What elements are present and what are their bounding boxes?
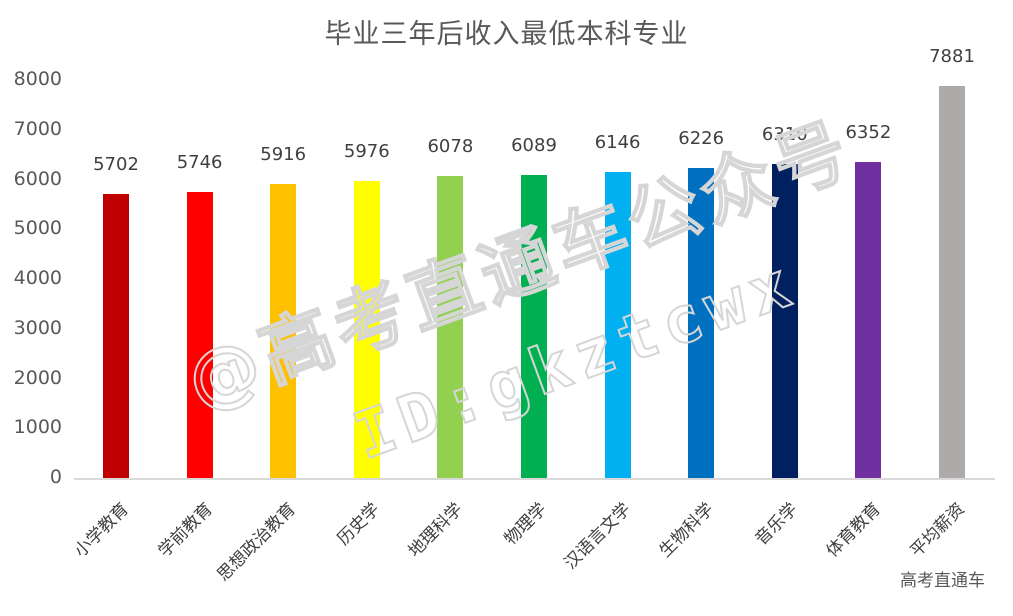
y-tick-label: 2000 [13, 366, 62, 389]
y-tick-label: 6000 [13, 167, 62, 190]
y-tick-label: 7000 [13, 117, 62, 140]
data-label: 6226 [678, 128, 725, 150]
y-tick-label: 8000 [13, 68, 62, 90]
credit-text: 高考直通车 [900, 571, 985, 591]
y-tick-label: 0 [49, 466, 62, 488]
chart-title: 毕业三年后收入最低本科专业 [324, 19, 689, 50]
data-label: 6352 [845, 121, 892, 143]
bar [604, 172, 631, 478]
y-tick-label: 1000 [13, 416, 62, 439]
bar [270, 183, 297, 478]
data-label: 6310 [761, 124, 808, 146]
bar [186, 192, 213, 478]
y-tick-label: 5000 [13, 217, 62, 240]
data-label: 7881 [929, 45, 975, 67]
data-label: 6146 [594, 132, 641, 154]
bar [521, 175, 547, 478]
bar [103, 194, 129, 478]
data-label: 6089 [511, 135, 557, 157]
bar [771, 164, 798, 478]
bar [437, 175, 464, 478]
data-label: 6078 [427, 135, 474, 157]
data-label: 5976 [343, 140, 390, 162]
data-label: 5746 [176, 152, 223, 174]
bar [353, 180, 380, 478]
bar [855, 161, 882, 478]
x-axis-line [74, 478, 995, 480]
bar [939, 85, 965, 478]
data-label: 5702 [93, 154, 139, 176]
y-tick-label: 4000 [13, 267, 62, 289]
y-tick-label: 3000 [13, 316, 62, 339]
bar [688, 168, 715, 478]
data-label: 5916 [260, 143, 307, 165]
